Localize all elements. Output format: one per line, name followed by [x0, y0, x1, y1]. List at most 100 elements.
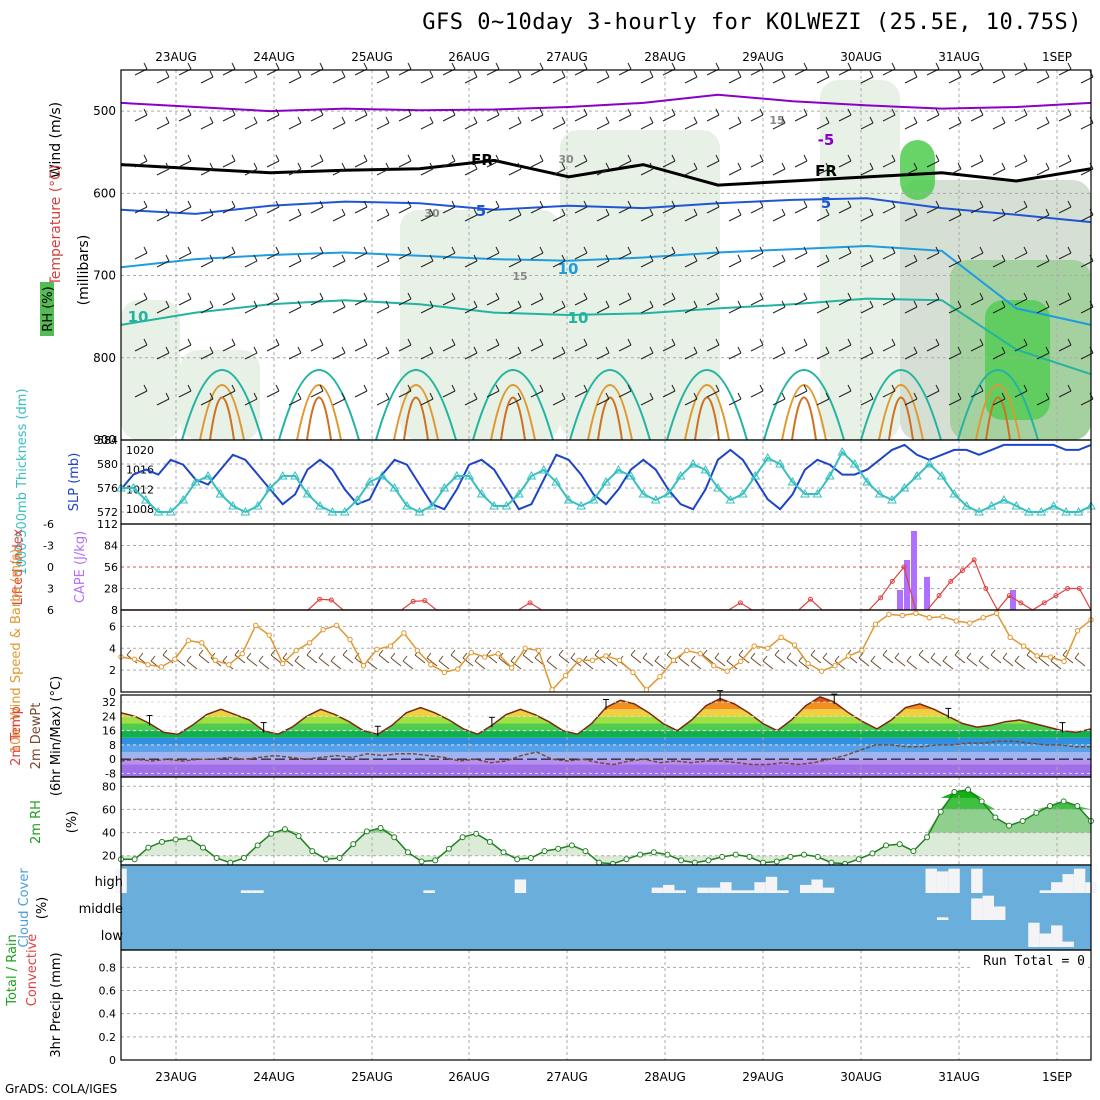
ylabel-wind: Wind (m/s) [48, 102, 64, 178]
isotherm-arch [278, 369, 360, 441]
wind-speed-marker [805, 660, 811, 667]
wind-barb [750, 246, 764, 260]
rh-shading [560, 130, 720, 440]
rh-marker [951, 789, 958, 796]
rh-shading [400, 210, 560, 440]
date-label-bottom: 23AUG [155, 1070, 197, 1084]
wind-barb [134, 154, 148, 168]
slp-tick: 1020 [126, 444, 154, 457]
wind-barb [926, 62, 940, 76]
rh-marker [705, 857, 712, 864]
cape-bar [1010, 590, 1016, 610]
wind-barb [1036, 116, 1050, 130]
li-marker [1053, 593, 1059, 599]
wind-barb [200, 392, 214, 406]
cape-tick: 112 [97, 518, 118, 531]
wind-barb [816, 162, 830, 176]
isotherm-arch [763, 369, 845, 441]
wind-barb [310, 338, 324, 352]
cloud-level-label: middle [79, 902, 123, 917]
surface-barb [186, 655, 198, 670]
wind-barb [442, 246, 456, 260]
wind-tick: 2 [109, 664, 116, 677]
wind-barb [1058, 108, 1072, 122]
isotherm-arch [860, 369, 942, 441]
wind-barb [464, 208, 478, 222]
wind-barb [838, 62, 852, 76]
temp-tick: 24 [102, 710, 116, 723]
temp-tick: 16 [102, 725, 116, 738]
wind-barb [992, 254, 1006, 268]
wind-barb [838, 338, 852, 352]
rh-tick: 20 [102, 850, 116, 863]
wind-barb [244, 392, 258, 406]
thickness-marker [961, 500, 972, 510]
precip-tick: 0.8 [99, 961, 117, 974]
contour-label: 5 [821, 194, 831, 212]
surface-barb [942, 655, 954, 670]
wind-speed-marker [360, 663, 367, 669]
run-total: Run Total = 0 [983, 954, 1085, 969]
cloud-bar-high [1062, 874, 1074, 893]
wind-speed-marker [145, 661, 151, 668]
thickness-marker [849, 458, 860, 468]
wind-barb [684, 162, 698, 176]
contour-label: 10 [128, 308, 149, 326]
wind-barb [398, 246, 412, 260]
rh-marker [869, 850, 876, 857]
cape-tick: 28 [104, 583, 118, 596]
wind-speed-marker [1034, 653, 1040, 659]
thickness-marker [936, 470, 947, 480]
wind-barb [530, 108, 544, 122]
li-marker [1076, 586, 1082, 591]
wind-barb [706, 338, 720, 352]
wind-barb [420, 70, 434, 84]
wind-barb [750, 292, 764, 306]
thickness-marker [725, 494, 736, 504]
surface-barb [978, 655, 990, 670]
surface-barb [954, 649, 966, 664]
date-label-bottom: 27AUG [546, 1070, 588, 1084]
temp-band [121, 759, 1091, 765]
date-label-bottom: 30AUG [840, 1070, 882, 1084]
wind-barb [750, 200, 764, 214]
surface-barb [714, 652, 726, 667]
wind-speed-marker [818, 668, 825, 674]
surface-barb [762, 655, 774, 670]
thickness-marker [538, 464, 549, 474]
wind-barb [574, 200, 588, 214]
isotherm-arch [666, 369, 748, 441]
li-tick: 3 [47, 583, 54, 596]
warm-contour [490, 384, 536, 441]
wind-barb [838, 384, 852, 398]
wind-barb [222, 292, 236, 306]
isotherm-arch [957, 369, 1039, 441]
wind-barb [662, 62, 676, 76]
temp-band [121, 752, 1091, 760]
wind-barb [1014, 200, 1028, 214]
date-label-top: 27AUG [546, 50, 588, 64]
wind-barb [288, 254, 302, 268]
wind-barb [1036, 254, 1050, 268]
wind-barb [244, 300, 258, 314]
thickness-marker [700, 464, 711, 474]
thickness-marker [501, 500, 512, 510]
rh-marker [1006, 822, 1013, 829]
rh-marker [473, 830, 480, 837]
wind-barb [178, 154, 192, 168]
wind-barb [684, 70, 698, 84]
surface-barb [234, 649, 246, 664]
thickness-marker [713, 482, 723, 492]
rh-band [121, 789, 1091, 810]
ylabel-minmax: (6hr Min/Max) (°C) [49, 676, 64, 796]
ylabel-temp: 2m Temp [9, 706, 24, 766]
thickness-marker [912, 470, 922, 480]
thickness-marker [228, 500, 238, 510]
thickness-marker [787, 476, 798, 486]
surface-barb [558, 649, 570, 664]
wind-speed-marker [535, 647, 542, 654]
rh-marker [432, 857, 439, 864]
rh-marker [213, 855, 220, 862]
wind-barb [904, 208, 918, 222]
wind-speed-marker [522, 645, 528, 651]
